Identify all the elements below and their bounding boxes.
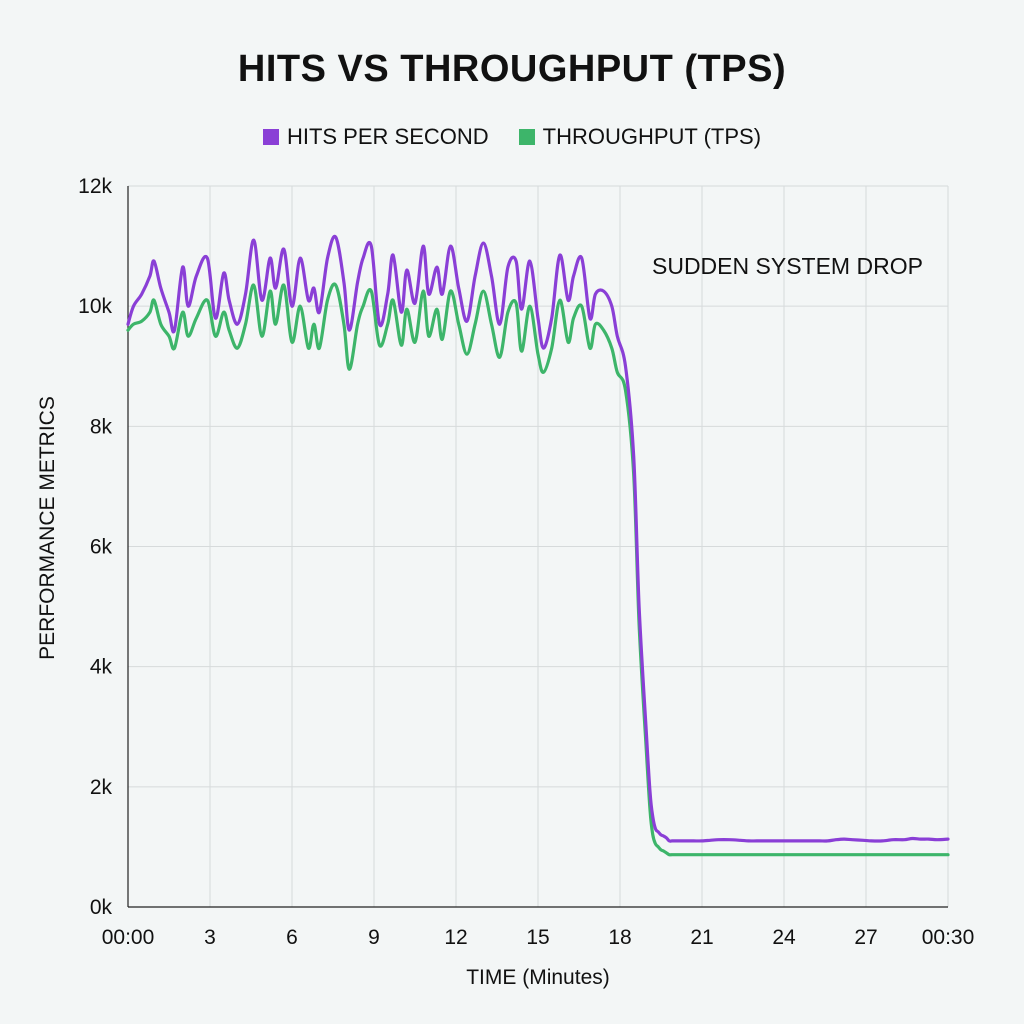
x-tick-label: 9 <box>368 926 380 949</box>
x-tick-label: 12 <box>444 926 467 949</box>
x-tick-label: 15 <box>526 926 549 949</box>
legend-swatch-throughput <box>518 129 535 145</box>
y-tick-label: 6k <box>90 536 113 559</box>
x-tick-label: 6 <box>286 926 298 949</box>
y-tick-label: 10k <box>78 295 112 318</box>
annotation-sudden-drop: SUDDEN SYSTEM DROP <box>652 253 923 279</box>
x-tick-label: 24 <box>772 926 796 949</box>
series-layer <box>126 234 950 857</box>
x-tick-label: 00:30 <box>922 926 975 949</box>
x-tick-label: 3 <box>204 926 216 949</box>
x-tick-label: 18 <box>608 926 631 949</box>
y-tick-label: 0k <box>90 896 113 919</box>
series-line-hits-per-second <box>126 234 950 843</box>
legend-swatch-hits <box>262 129 279 145</box>
y-tick-label: 8k <box>90 415 113 438</box>
chart-title: HITS VS THROUGHPUT (TPS) <box>237 48 787 90</box>
x-tick-label: 00:00 <box>102 926 155 949</box>
x-tick-label: 27 <box>854 926 877 949</box>
legend-item-hits: HITS PER SECOND <box>262 124 489 150</box>
y-tick-label: 4k <box>90 656 113 679</box>
legend: HITS PER SECOND THROUGHPUT (TPS) <box>0 124 1024 150</box>
legend-label-throughput: THROUGHPUT (TPS) <box>542 124 762 149</box>
y-axis-label: PERFORMANCE METRICS <box>36 396 59 660</box>
y-axis-ticks: 0k 2k 4k 6k 8k 10k 12k <box>78 175 112 919</box>
series-line-throughput <box>126 282 950 857</box>
legend-label-hits: HITS PER SECOND <box>286 124 489 149</box>
x-axis-label: TIME (Minutes) <box>466 966 610 989</box>
y-tick-label: 12k <box>78 175 112 198</box>
y-tick-label: 2k <box>90 776 113 799</box>
x-axis-ticks: 00:00 3 6 9 12 15 18 21 24 27 00:30 <box>102 926 975 949</box>
legend-item-throughput: THROUGHPUT (TPS) <box>518 124 762 150</box>
x-tick-label: 21 <box>690 926 713 949</box>
